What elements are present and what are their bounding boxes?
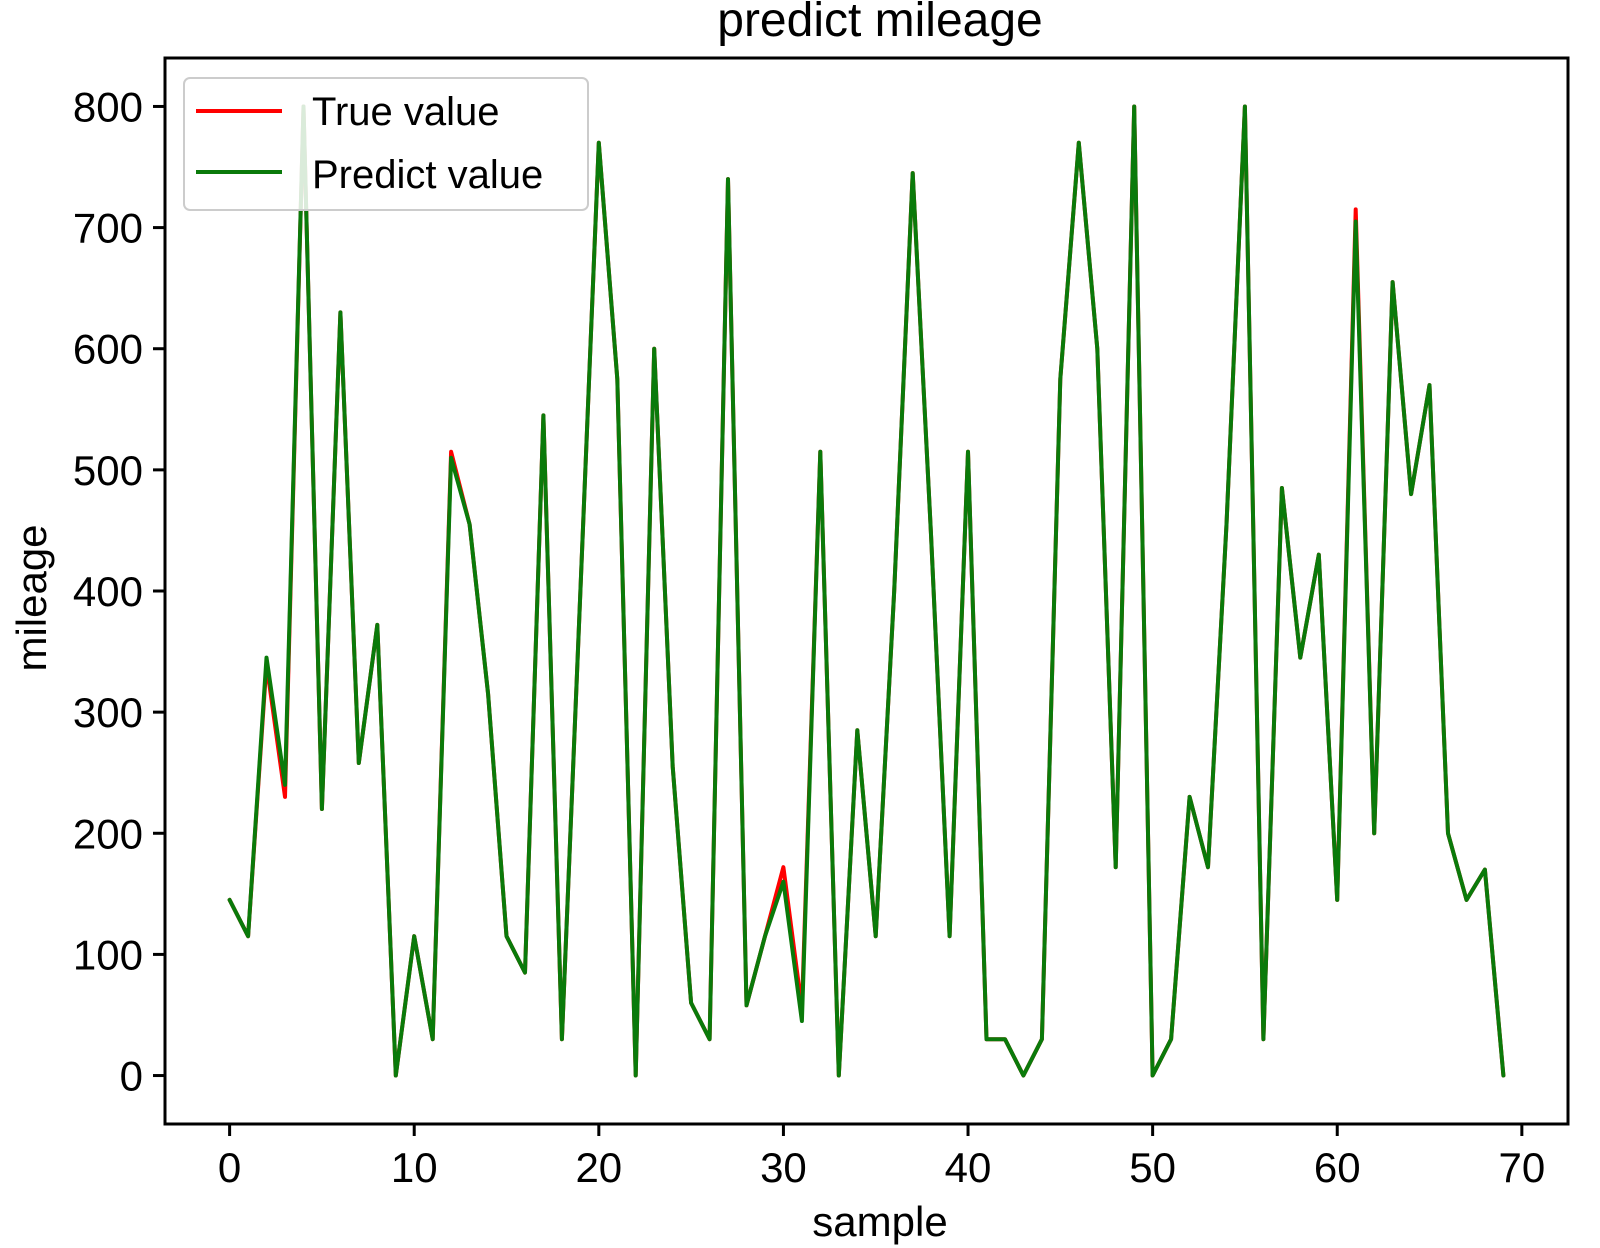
y-tick-label: 200 [73,810,143,857]
x-tick-label: 20 [575,1144,622,1191]
chart-title: predict mileage [717,0,1043,47]
legend-label-true-value: True value [312,90,500,134]
legend: True value Predict value [183,77,589,211]
legend-label-predict-value: Predict value [312,153,543,197]
y-tick-label: 300 [73,689,143,736]
y-tick-label: 100 [73,931,143,978]
x-tick-label: 30 [760,1144,807,1191]
y-tick-label: 400 [73,568,143,615]
y-tick-label: 800 [73,83,143,130]
y-tick-label: 600 [73,326,143,373]
plot-series-group [227,104,1506,1078]
x-tick-label: 0 [218,1144,241,1191]
x-axis-ticks: 0 10 20 30 40 50 60 70 [218,1124,1545,1191]
series-line-predict-value [227,104,1506,1078]
y-axis-ticks: 0 100 200 300 400 500 600 700 800 [73,83,165,1100]
y-axis-label: mileage [8,524,55,671]
x-tick-label: 70 [1498,1144,1545,1191]
x-tick-label: 10 [391,1144,438,1191]
x-tick-label: 60 [1314,1144,1361,1191]
y-tick-label: 700 [73,205,143,252]
y-tick-label: 500 [73,447,143,494]
y-tick-label: 0 [120,1053,143,1100]
x-tick-label: 50 [1129,1144,1176,1191]
x-axis-label: sample [812,1198,947,1245]
x-tick-label: 40 [945,1144,992,1191]
legend-box [183,77,589,211]
